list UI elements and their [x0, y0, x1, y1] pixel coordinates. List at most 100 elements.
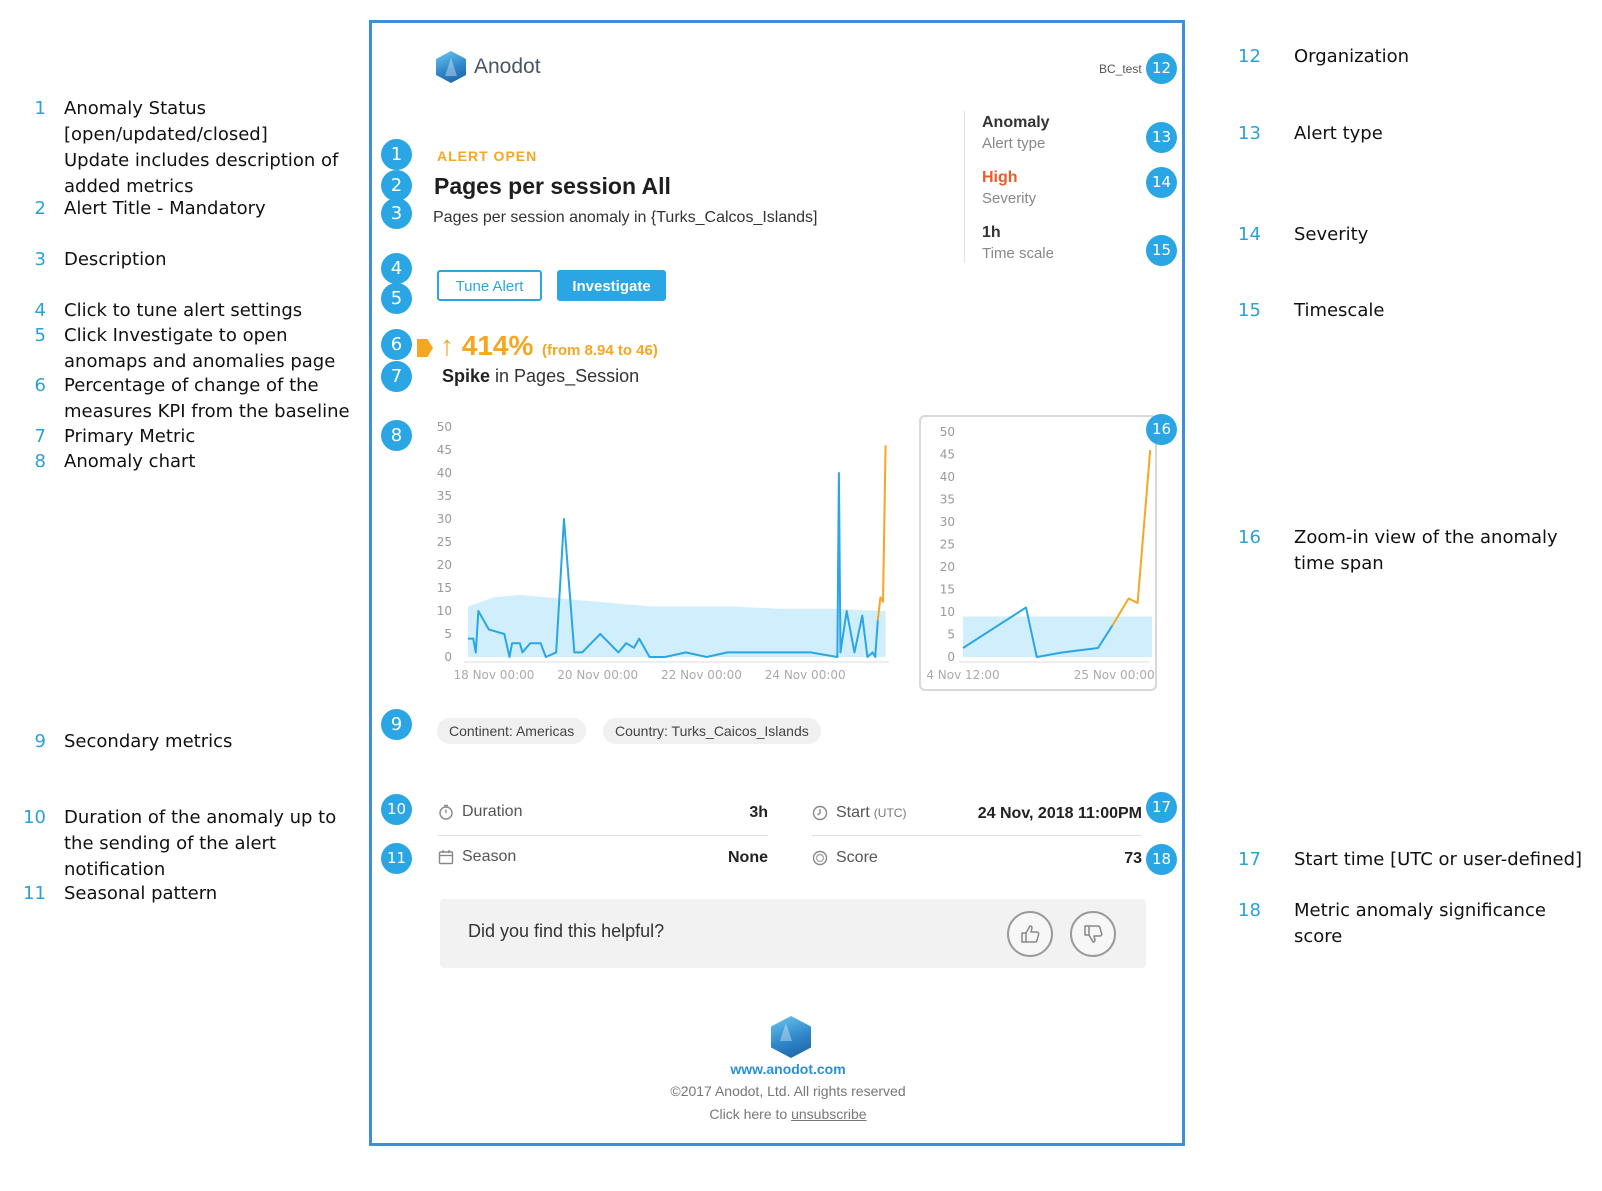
legend-left-number: 4	[34, 300, 46, 321]
legend-right-text: Severity	[1294, 224, 1369, 245]
zoom-chart-ytick-label: 25	[940, 538, 955, 552]
thumbs-down-icon	[1084, 925, 1103, 943]
legend-right-number: 14	[1238, 224, 1261, 245]
main-chart-ytick-label: 40	[437, 466, 452, 480]
zoom-chart-ytick-label: 15	[940, 583, 955, 597]
season-label-text: Season	[462, 848, 517, 865]
legend-right-text: Organization	[1294, 46, 1410, 67]
badge-10: 10	[381, 794, 412, 825]
investigate-button[interactable]: Investigate	[557, 270, 666, 301]
legend-left-text: Description	[64, 249, 167, 270]
tune-alert-button[interactable]: Tune Alert	[437, 270, 542, 301]
copyright: ©2017 Anodot, Ltd. All rights reserved	[670, 1083, 906, 1099]
main-chart-ytick-label: 25	[437, 535, 452, 549]
legend-left-item-5: 5 Click Investigate to open anomaps and a…	[0, 323, 336, 375]
legend-left-text: Duration of the anomaly up to the sendin…	[64, 807, 337, 880]
legend-right-number: 13	[1238, 123, 1261, 144]
legend-right-item-13: 13 Alert type	[1218, 121, 1383, 147]
legend-right-number: 16	[1238, 527, 1261, 548]
legend-left-text: Anomaly chart	[64, 451, 196, 472]
alert-description: Pages per session anomaly in {Turks_Calc…	[433, 209, 818, 226]
alert-type-label: Alert type	[982, 135, 1046, 152]
unsubscribe-prefix: Click here to	[709, 1106, 792, 1122]
badge-17: 17	[1146, 792, 1177, 823]
zoom-chart-series-anomaly	[1111, 449, 1152, 627]
chip-country: Country: Turks_Caicos_Islands	[603, 718, 821, 744]
legend-left-number: 5	[34, 325, 46, 346]
zoom-chart-ytick-label: 0	[947, 650, 955, 664]
change-percent: ↑ 414%	[440, 330, 534, 361]
main-chart-ytick-label: 10	[437, 604, 452, 618]
severity-value: High	[982, 169, 1018, 186]
badge-9: 9	[381, 709, 412, 740]
main-chart-ytick-label: 30	[437, 512, 452, 526]
legend-left-number: 1	[34, 98, 46, 119]
legend-right-text: Metric anomaly significance score	[1294, 900, 1546, 947]
legend-left-number: 8	[34, 451, 46, 472]
legend-left-number: 9	[34, 731, 46, 752]
thumbs-up-button[interactable]	[1007, 911, 1053, 957]
anomaly-chart-svg: 0 5 10 15 20 25 30 35 40 45 50 18 Nov 00:00 20 Nov 0…	[437, 420, 889, 682]
legend-left-number: 3	[34, 249, 46, 270]
legend-left-item-10: 10 Duration of the anomaly up to the send…	[0, 805, 336, 883]
zoom-chart-baseline-band	[963, 616, 1152, 657]
main-chart-ytick-label: 45	[437, 443, 452, 457]
legend-left-number: 7	[34, 426, 46, 447]
thumbs-down-button[interactable]	[1070, 911, 1116, 957]
legend-left-text: Alert Title - Mandatory	[64, 198, 266, 219]
legend-left-item-8: 8 Anomaly chart	[0, 449, 196, 475]
main-chart-baseline-band	[468, 594, 886, 657]
legend-right-text: Timescale	[1294, 300, 1385, 321]
info-divider-right	[812, 835, 1142, 836]
badge-8: 8	[381, 420, 412, 451]
score-value: 73	[1124, 850, 1142, 867]
legend-left-text: Click to tune alert settings	[64, 300, 303, 321]
legend-left-item-9: 9 Secondary metrics	[0, 729, 233, 755]
badge-12: 12	[1146, 53, 1177, 84]
zoom-chart-ytick-label: 35	[940, 493, 955, 507]
organization-name: BC_test	[1099, 62, 1142, 76]
legend-left-number: 2	[34, 198, 46, 219]
legend-left-item-11: 11 Seasonal pattern	[0, 881, 217, 907]
legend-left-text: Seasonal pattern	[64, 883, 218, 904]
feedback-question: Did you find this helpful?	[468, 921, 665, 941]
legend-right-text: Zoom-in view of the anomaly time span	[1294, 527, 1558, 574]
legend-left-number: 6	[34, 375, 46, 396]
unsubscribe-link[interactable]: unsubscribe	[791, 1106, 867, 1122]
chip-continent: Continent: Americas	[437, 718, 587, 744]
badge-18: 18	[1146, 844, 1177, 875]
badge-6: 6	[381, 329, 412, 360]
duration-label-text: Duration	[462, 803, 523, 820]
badge-7: 7	[381, 361, 412, 392]
anomaly-tag-icon	[417, 339, 433, 357]
legend-right-item-16: 16 Zoom-in view of the anomaly time span	[1218, 525, 1558, 577]
main-chart-ytick-label: 15	[437, 581, 452, 595]
main-chart-xtick-label: 20 Nov 00:00	[557, 668, 638, 682]
legend-left-item-3: 3 Description	[0, 247, 167, 273]
start-label-sub: (UTC)	[873, 806, 907, 820]
main-chart-ytick-label: 20	[437, 558, 452, 572]
alert-type-value: Anomaly	[982, 114, 1050, 131]
side-divider	[964, 111, 965, 263]
season-value: None	[728, 849, 768, 866]
website-link[interactable]: www.anodot.com	[730, 1061, 846, 1077]
main-chart-xtick-label: 18 Nov 00:00	[453, 668, 534, 682]
duration-value: 3h	[749, 804, 768, 821]
zoom-chart-ytick-label: 30	[940, 515, 955, 529]
start-label-text: Start	[836, 804, 870, 821]
badge-2: 2	[381, 170, 412, 201]
start-value: 24 Nov, 2018 11:00PM	[977, 805, 1142, 822]
badge-3: 3	[381, 198, 412, 229]
main-chart-xtick-label: 22 Nov 00:00	[661, 668, 742, 682]
legend-right-number: 18	[1238, 900, 1261, 921]
alert-status: ALERT OPEN	[437, 148, 538, 164]
badge-5: 5	[381, 283, 412, 314]
legend-right-item-14: 14 Severity	[1218, 222, 1368, 248]
legend-right-number: 17	[1238, 849, 1261, 870]
alert-title: Pages per session All	[434, 173, 671, 199]
legend-left-text: Click Investigate to open anomaps and an…	[64, 325, 336, 372]
badge-14: 14	[1146, 167, 1177, 198]
legend-right-number: 12	[1238, 46, 1261, 67]
feedback-box: Did you find this helpful?	[440, 899, 1146, 968]
zoom-chart-xtick-label: 4 Nov 12:00	[926, 668, 999, 682]
